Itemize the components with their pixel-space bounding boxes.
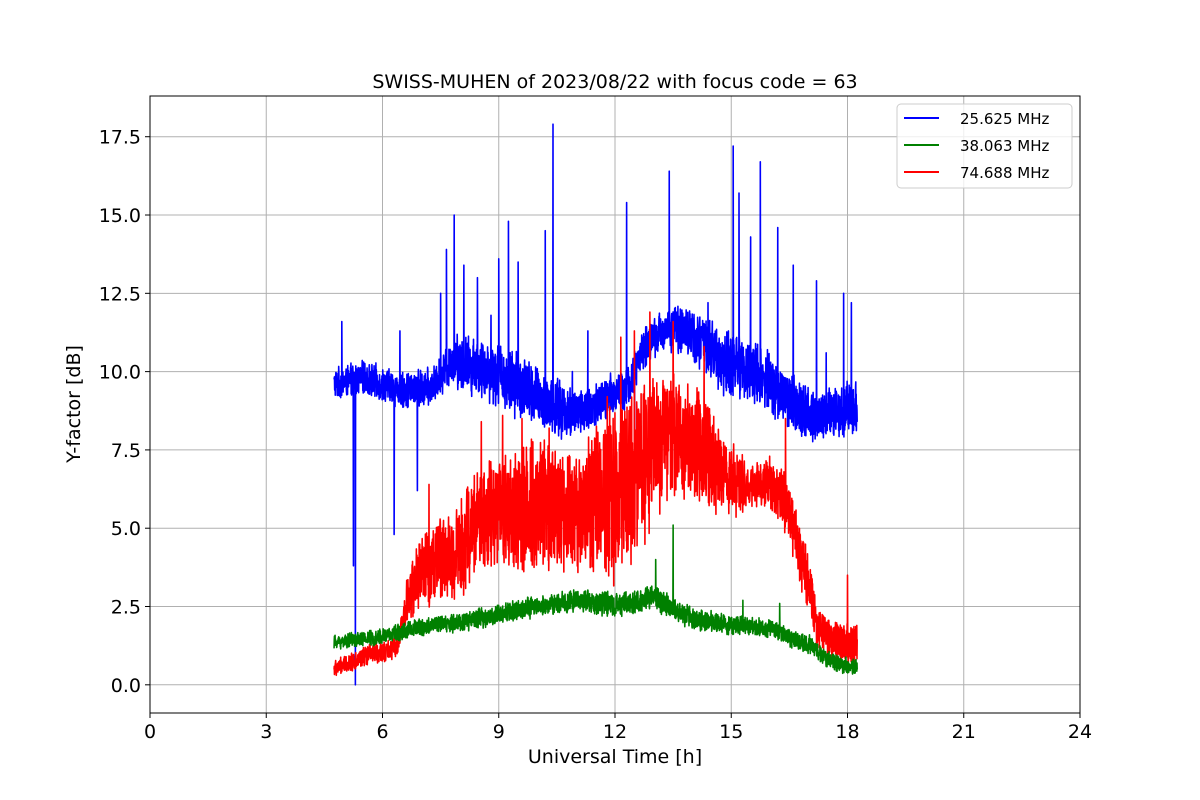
x-tick-label: 6: [376, 721, 388, 743]
y-tick-label: 12.5: [99, 283, 141, 305]
x-tick-label: 18: [835, 721, 859, 743]
legend-label-38-063: 38.063 MHz: [960, 137, 1049, 155]
y-tick-label: 7.5: [111, 440, 141, 462]
x-tick-label: 24: [1068, 721, 1092, 743]
series-layer: [333, 123, 858, 686]
y-tick-label: 17.5: [99, 127, 141, 149]
legend: 25.625 MHz 38.063 MHz 74.688 MHz: [896, 103, 1073, 189]
x-tick-label: 15: [719, 721, 743, 743]
y-tick-label: 0.0: [111, 675, 141, 697]
x-tick-label: 9: [493, 721, 505, 743]
y-axis-ticks: 0.0 2.5 5.0 7.5 10.0 12.5 15.0 17.5: [99, 127, 150, 697]
chart-title: SWISS-MUHEN of 2023/08/22 with focus cod…: [372, 71, 857, 93]
y-tick-label: 15.0: [99, 205, 141, 227]
x-axis-label: Universal Time [h]: [528, 746, 702, 768]
y-axis-label: Y-factor [dB]: [63, 345, 85, 464]
x-axis-ticks: 0 3 6 9 12 15 18 21 24: [144, 713, 1092, 743]
x-tick-label: 0: [144, 721, 156, 743]
x-tick-label: 3: [260, 721, 272, 743]
legend-label-25-625: 25.625 MHz: [960, 110, 1049, 128]
series-line-25-625-mhz: [333, 123, 858, 686]
legend-box: [896, 103, 1073, 189]
x-tick-label: 21: [952, 721, 976, 743]
y-tick-label: 10.0: [99, 362, 141, 384]
x-tick-label: 12: [603, 721, 627, 743]
y-tick-label: 2.5: [111, 597, 141, 619]
legend-label-74-688: 74.688 MHz: [960, 164, 1049, 182]
series-line-74-688-mhz: [333, 311, 858, 677]
y-tick-label: 5.0: [111, 518, 141, 540]
series-line-38-063-mhz: [333, 524, 858, 675]
